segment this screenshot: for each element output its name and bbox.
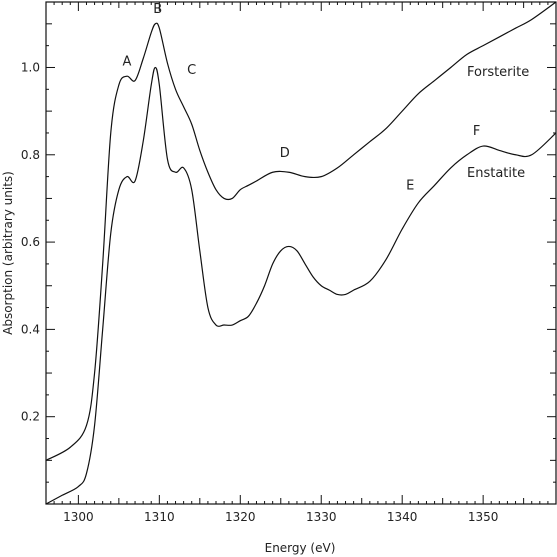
x-tick-label: 1350 [468, 510, 499, 524]
x-axis: 1300 1310 1320 1330 1340 1350 [45, 2, 557, 524]
x-tick-label: 1320 [225, 510, 256, 524]
peak-label-f: F [473, 124, 480, 139]
series-label-forsterite: Forsterite [467, 65, 529, 80]
series-line-enstatite [45, 66, 557, 505]
y-axis-label: Absorption (arbitrary units) [1, 171, 15, 335]
peak-label-d: D [280, 146, 290, 161]
peak-label-c: C [187, 63, 196, 78]
series-line-forsterite [45, 1, 557, 461]
x-axis-label: Energy (eV) [265, 541, 336, 555]
y-tick-label: 0.4 [21, 322, 40, 336]
peak-annotations: A B C D E F [122, 2, 480, 194]
y-tick-label: 0.8 [21, 148, 40, 162]
peak-label-e: E [406, 179, 414, 194]
peak-label-a: A [122, 54, 131, 69]
x-tick-label: 1310 [144, 510, 175, 524]
x-tick-label: 1330 [306, 510, 337, 524]
y-tick-label: 0.2 [21, 410, 40, 424]
series-lines [45, 1, 557, 505]
plot-frame [45, 1, 557, 505]
peak-label-b: B [153, 2, 162, 17]
x-tick-label: 1340 [387, 510, 418, 524]
y-tick-label: 1.0 [21, 60, 40, 74]
y-axis: 0.2 0.4 0.6 0.8 1.0 [21, 1, 556, 505]
series-label-enstatite: Enstatite [467, 166, 525, 181]
x-tick-label: 1300 [63, 510, 94, 524]
y-tick-label: 0.6 [21, 235, 40, 249]
